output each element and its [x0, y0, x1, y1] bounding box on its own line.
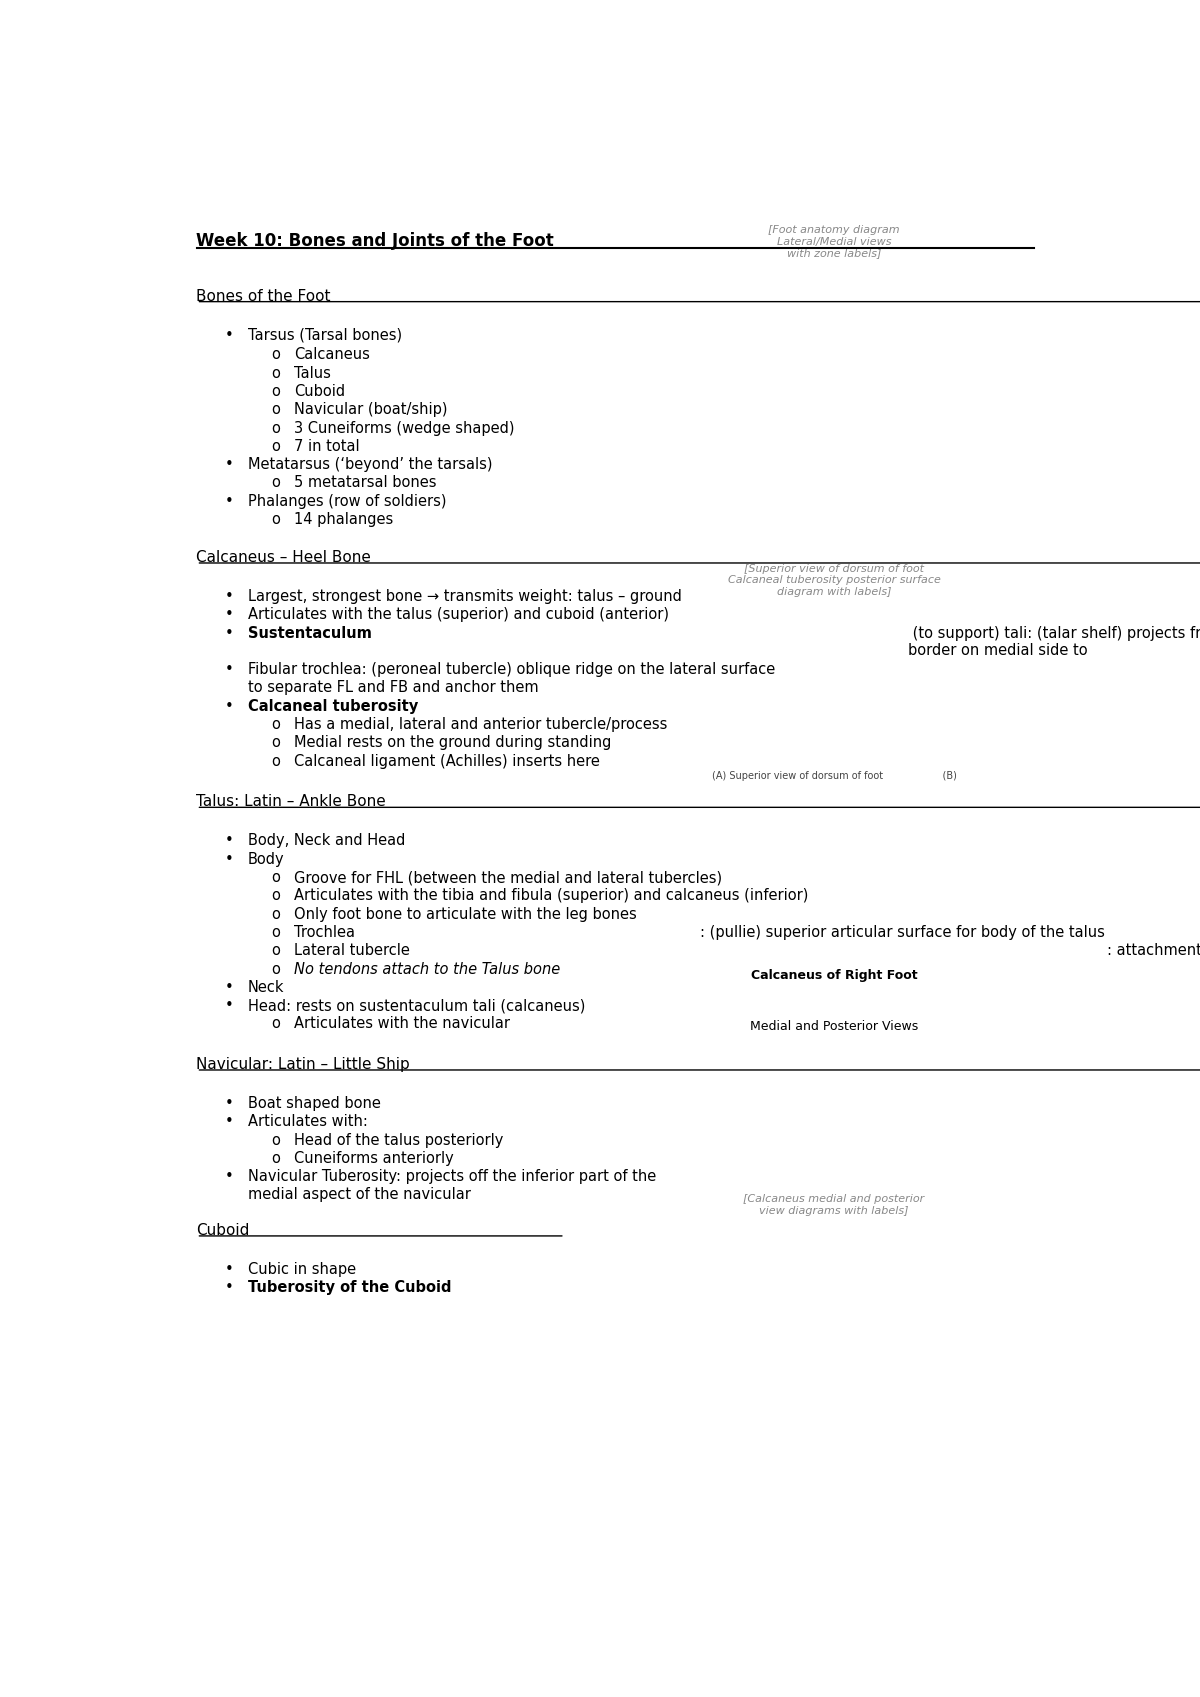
- Text: o: o: [271, 365, 280, 380]
- Text: o: o: [271, 1017, 280, 1032]
- Text: Body: Body: [247, 852, 284, 867]
- Text: o: o: [271, 384, 280, 399]
- Text: Navicular Tuberosity: projects off the inferior part of the
medial aspect of the: Navicular Tuberosity: projects off the i…: [247, 1169, 656, 1201]
- Text: •: •: [224, 662, 233, 677]
- Text: Navicular: Latin – Little Ship: Navicular: Latin – Little Ship: [197, 1057, 410, 1073]
- Text: o: o: [271, 718, 280, 731]
- Text: Navicular (boat/ship): Navicular (boat/ship): [294, 402, 448, 417]
- Text: Calcaneus of Right Foot: Calcaneus of Right Foot: [751, 969, 917, 983]
- Text: o: o: [271, 512, 280, 528]
- Text: [Calcaneus medial and posterior
view diagrams with labels]: [Calcaneus medial and posterior view dia…: [743, 1195, 925, 1215]
- Text: Medial rests on the ground during standing: Medial rests on the ground during standi…: [294, 735, 612, 750]
- Text: •: •: [224, 1280, 233, 1295]
- Text: •: •: [224, 589, 233, 604]
- Text: o: o: [271, 440, 280, 453]
- Text: o: o: [271, 962, 280, 976]
- Text: [Foot anatomy diagram
Lateral/Medial views
with zone labels]: [Foot anatomy diagram Lateral/Medial vie…: [768, 226, 900, 258]
- Text: Talus: Latin – Ankle Bone: Talus: Latin – Ankle Bone: [197, 794, 386, 809]
- Text: Medial and Posterior Views: Medial and Posterior Views: [750, 1020, 918, 1033]
- Text: Neck: Neck: [247, 979, 284, 994]
- Text: •: •: [224, 1115, 233, 1130]
- Text: 3 Cuneiforms (wedge shaped): 3 Cuneiforms (wedge shaped): [294, 421, 515, 436]
- Text: •: •: [224, 328, 233, 343]
- Text: o: o: [271, 1132, 280, 1147]
- Text: •: •: [224, 456, 233, 472]
- Text: Only foot bone to articulate with the leg bones: Only foot bone to articulate with the le…: [294, 906, 637, 921]
- Text: Metatarsus (‘beyond’ the tarsals): Metatarsus (‘beyond’ the tarsals): [247, 456, 492, 472]
- Text: •: •: [224, 979, 233, 994]
- Text: Head: rests on sustentaculum tali (calcaneus): Head: rests on sustentaculum tali (calca…: [247, 998, 586, 1013]
- Text: : attachment posteriorly for talofibular ligament: : attachment posteriorly for talofibular…: [1106, 944, 1200, 959]
- Text: Cubic in shape: Cubic in shape: [247, 1263, 355, 1278]
- Text: Groove for FHL (between the medial and lateral tubercles): Groove for FHL (between the medial and l…: [294, 871, 722, 886]
- Text: o: o: [271, 735, 280, 750]
- Text: Week 10: Bones and Joints of the Foot: Week 10: Bones and Joints of the Foot: [197, 232, 554, 251]
- Text: o: o: [271, 475, 280, 490]
- Text: Phalanges (row of soldiers): Phalanges (row of soldiers): [247, 494, 446, 509]
- Text: 14 phalanges: 14 phalanges: [294, 512, 394, 528]
- Text: Articulates with the talus (superior) and cuboid (anterior): Articulates with the talus (superior) an…: [247, 608, 668, 623]
- Text: Has a medial, lateral and anterior tubercle/process: Has a medial, lateral and anterior tuber…: [294, 718, 667, 731]
- Text: Articulates with the tibia and fibula (superior) and calcaneus (inferior): Articulates with the tibia and fibula (s…: [294, 888, 809, 903]
- Text: : (pullie) superior articular surface for body of the talus: : (pullie) superior articular surface fo…: [701, 925, 1105, 940]
- Text: Bones of the Foot: Bones of the Foot: [197, 288, 331, 304]
- Text: o: o: [271, 944, 280, 959]
- Text: Boat shaped bone: Boat shaped bone: [247, 1096, 380, 1112]
- Text: o: o: [271, 906, 280, 921]
- Text: Calcaneus: Calcaneus: [294, 348, 370, 363]
- Text: •: •: [224, 852, 233, 867]
- Text: Cuneiforms anteriorly: Cuneiforms anteriorly: [294, 1151, 454, 1166]
- Text: Tarsus (Tarsal bones): Tarsus (Tarsal bones): [247, 328, 402, 343]
- Text: o: o: [271, 888, 280, 903]
- Text: o: o: [271, 421, 280, 436]
- Text: (A) Superior view of dorsum of foot                   (B): (A) Superior view of dorsum of foot (B): [712, 770, 956, 781]
- Text: o: o: [271, 402, 280, 417]
- Text: No tendons attach to the Talus bone: No tendons attach to the Talus bone: [294, 962, 560, 976]
- Text: Largest, strongest bone → transmits weight: talus – ground: Largest, strongest bone → transmits weig…: [247, 589, 682, 604]
- Text: o: o: [271, 753, 280, 769]
- Text: •: •: [224, 626, 233, 641]
- Text: Fibular trochlea: (peroneal tubercle) oblique ridge on the lateral surface
to se: Fibular trochlea: (peroneal tubercle) ob…: [247, 662, 775, 694]
- Text: 7 in total: 7 in total: [294, 440, 360, 453]
- Text: Sustentaculum: Sustentaculum: [247, 626, 372, 641]
- Text: Trochlea: Trochlea: [294, 925, 355, 940]
- Text: Head of the talus posteriorly: Head of the talus posteriorly: [294, 1132, 504, 1147]
- Text: Calcaneus – Heel Bone: Calcaneus – Heel Bone: [197, 550, 371, 565]
- Text: •: •: [224, 608, 233, 623]
- Text: Talus: Talus: [294, 365, 331, 380]
- Text: •: •: [224, 998, 233, 1013]
- Text: Cuboid: Cuboid: [294, 384, 346, 399]
- Text: o: o: [271, 348, 280, 363]
- Text: (to support) tali: (talar shelf) projects from the superior
border on medial sid: (to support) tali: (talar shelf) project…: [907, 626, 1200, 658]
- Text: o: o: [271, 925, 280, 940]
- Text: •: •: [224, 494, 233, 509]
- Text: [Superior view of dorsum of foot
Calcaneal tuberosity posterior surface
diagram : [Superior view of dorsum of foot Calcane…: [727, 563, 941, 597]
- Text: Lateral tubercle: Lateral tubercle: [294, 944, 410, 959]
- Text: Calcaneal ligament (Achilles) inserts here: Calcaneal ligament (Achilles) inserts he…: [294, 753, 600, 769]
- Text: Calcaneal tuberosity: Calcaneal tuberosity: [247, 699, 418, 714]
- Text: •: •: [224, 833, 233, 848]
- Text: Body, Neck and Head: Body, Neck and Head: [247, 833, 406, 848]
- Text: Tuberosity of the Cuboid: Tuberosity of the Cuboid: [247, 1280, 451, 1295]
- Text: •: •: [224, 1169, 233, 1185]
- Text: Articulates with:: Articulates with:: [247, 1115, 367, 1130]
- Text: •: •: [224, 1263, 233, 1278]
- Text: o: o: [271, 1151, 280, 1166]
- Text: Articulates with the navicular: Articulates with the navicular: [294, 1017, 510, 1032]
- Text: •: •: [224, 1096, 233, 1112]
- Text: o: o: [271, 871, 280, 886]
- Text: •: •: [224, 699, 233, 714]
- Text: 5 metatarsal bones: 5 metatarsal bones: [294, 475, 437, 490]
- Text: Cuboid: Cuboid: [197, 1224, 250, 1237]
